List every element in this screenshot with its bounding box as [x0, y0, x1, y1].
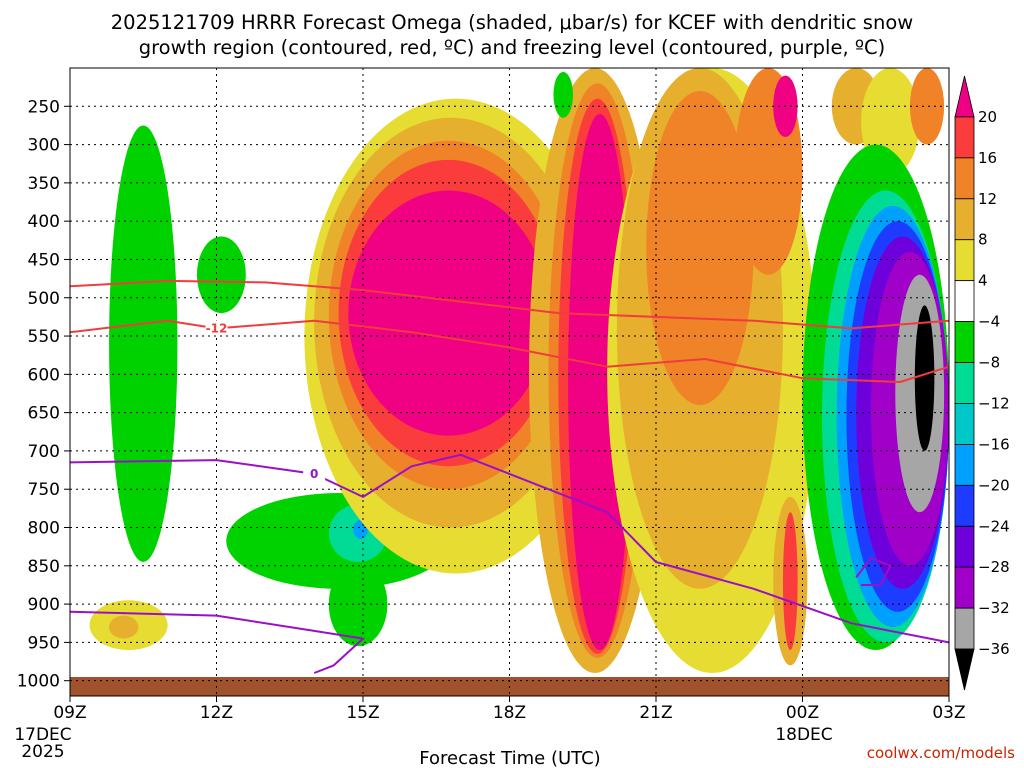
contour-lines: -12 0 — [70, 279, 949, 674]
date-label-17dec: 17DEC — [14, 725, 71, 745]
colorbar-label: 16 — [978, 149, 997, 167]
y-tick-label: 650 — [28, 404, 60, 424]
colorbar-label: 20 — [978, 108, 997, 126]
colorbar-segment — [954, 566, 975, 609]
y-tick-label: 900 — [28, 595, 60, 615]
contour-label: 0 — [310, 467, 318, 481]
omega-shading — [89, 68, 949, 674]
dgz-contour-line — [70, 279, 949, 330]
colorbar-segment — [954, 648, 975, 691]
chart-title-line2: growth region (contoured, red, ºC) and f… — [139, 36, 886, 59]
colorbar-segment — [954, 239, 975, 282]
colorbar-segment — [954, 280, 975, 322]
y-tick-label: 550 — [28, 327, 60, 347]
y-tick-label: 250 — [28, 97, 60, 117]
omega-cell — [196, 236, 246, 314]
colorbar-segment — [954, 525, 975, 568]
colorbar-label: −32 — [978, 599, 1010, 617]
contour-label: -12 — [206, 321, 228, 335]
omega-cell — [782, 512, 798, 651]
date-label-18dec: 18DEC — [775, 725, 832, 745]
omega-cell — [109, 125, 178, 562]
colorbar-label: −12 — [978, 394, 1010, 412]
x-tick-label: 15Z — [346, 703, 379, 723]
x-axis-label: Forecast Time (UTC) — [419, 748, 600, 768]
colorbar-segment — [954, 116, 975, 159]
y-tick-label: 400 — [28, 212, 60, 232]
omega-cell — [909, 68, 945, 145]
omega-cell — [109, 615, 139, 639]
colorbar-label: −28 — [978, 558, 1010, 576]
colorbar-label: 4 — [978, 272, 988, 290]
colorbar-label: 8 — [978, 231, 988, 249]
credit-link[interactable]: coolwx.com/models — [867, 744, 1015, 762]
y-tick-label: 600 — [28, 365, 60, 385]
y-tick-label: 750 — [28, 480, 60, 500]
colorbar-label: 12 — [978, 190, 997, 208]
omega-cell — [348, 190, 549, 436]
y-tick-label: 1000 — [17, 672, 60, 692]
grid-lines — [69, 68, 950, 696]
y-tick-label: 800 — [28, 519, 60, 539]
freezing-level-contour-line — [855, 557, 892, 586]
y-tick-label: 500 — [28, 289, 60, 309]
x-tick-label: 12Z — [200, 703, 233, 723]
x-tick-label: 03Z — [932, 703, 965, 723]
colorbar-label: −16 — [978, 435, 1010, 453]
omega-cell — [914, 305, 935, 451]
colorbar-label: −24 — [978, 517, 1010, 535]
colorbar-segment — [954, 443, 975, 486]
chart-title-line1: 2025121709 HRRR Forecast Omega (shaded, … — [111, 11, 913, 34]
time-axis: 09Z 12Z 15Z 18Z 21Z 00Z 03Z — [53, 696, 966, 723]
contour-label-bg — [205, 320, 228, 335]
y-tick-label: 950 — [28, 633, 60, 653]
colorbar-segment — [954, 157, 975, 200]
omega-cell — [553, 71, 573, 118]
omega-colorbar: 20 16 12 8 4 −4 −8 −12 −16 −20 −24 −28 −32 −36 — [954, 75, 1010, 691]
colorbar-segment — [954, 484, 975, 527]
omega-cell — [568, 113, 632, 651]
pressure-axis: 250 300 350 400 450 500 550 600 650 700 750 800 850 9… — [17, 97, 70, 692]
colorbar-segment — [954, 198, 975, 241]
y-tick-label: 700 — [28, 442, 60, 462]
colorbar-segment — [954, 75, 975, 118]
colorbar-segment — [954, 362, 975, 404]
colorbar-segment — [954, 607, 975, 650]
y-tick-label: 450 — [28, 250, 60, 270]
y-tick-label: 350 — [28, 174, 60, 194]
x-tick-label: 21Z — [639, 703, 672, 723]
freezing-level-contour-line — [70, 610, 364, 674]
x-tick-label: 00Z — [786, 703, 819, 723]
dgz-contour-line — [70, 319, 949, 383]
y-tick-label: 850 — [28, 557, 60, 577]
x-tick-label: 09Z — [53, 703, 86, 723]
freezing-level-contour-line — [70, 453, 949, 644]
omega-cell — [646, 90, 754, 405]
y-tick-label: 300 — [28, 136, 60, 156]
contour-label-bg — [303, 465, 326, 480]
x-tick-label: 18Z — [493, 703, 526, 723]
colorbar-label: −8 — [978, 354, 1000, 372]
date-label-year: 2025 — [21, 742, 64, 762]
colorbar-segment — [954, 403, 975, 445]
colorbar-label: −4 — [978, 313, 1000, 331]
colorbar-label: −36 — [978, 640, 1010, 658]
colorbar-label: −20 — [978, 476, 1010, 494]
colorbar-segment — [954, 321, 975, 363]
